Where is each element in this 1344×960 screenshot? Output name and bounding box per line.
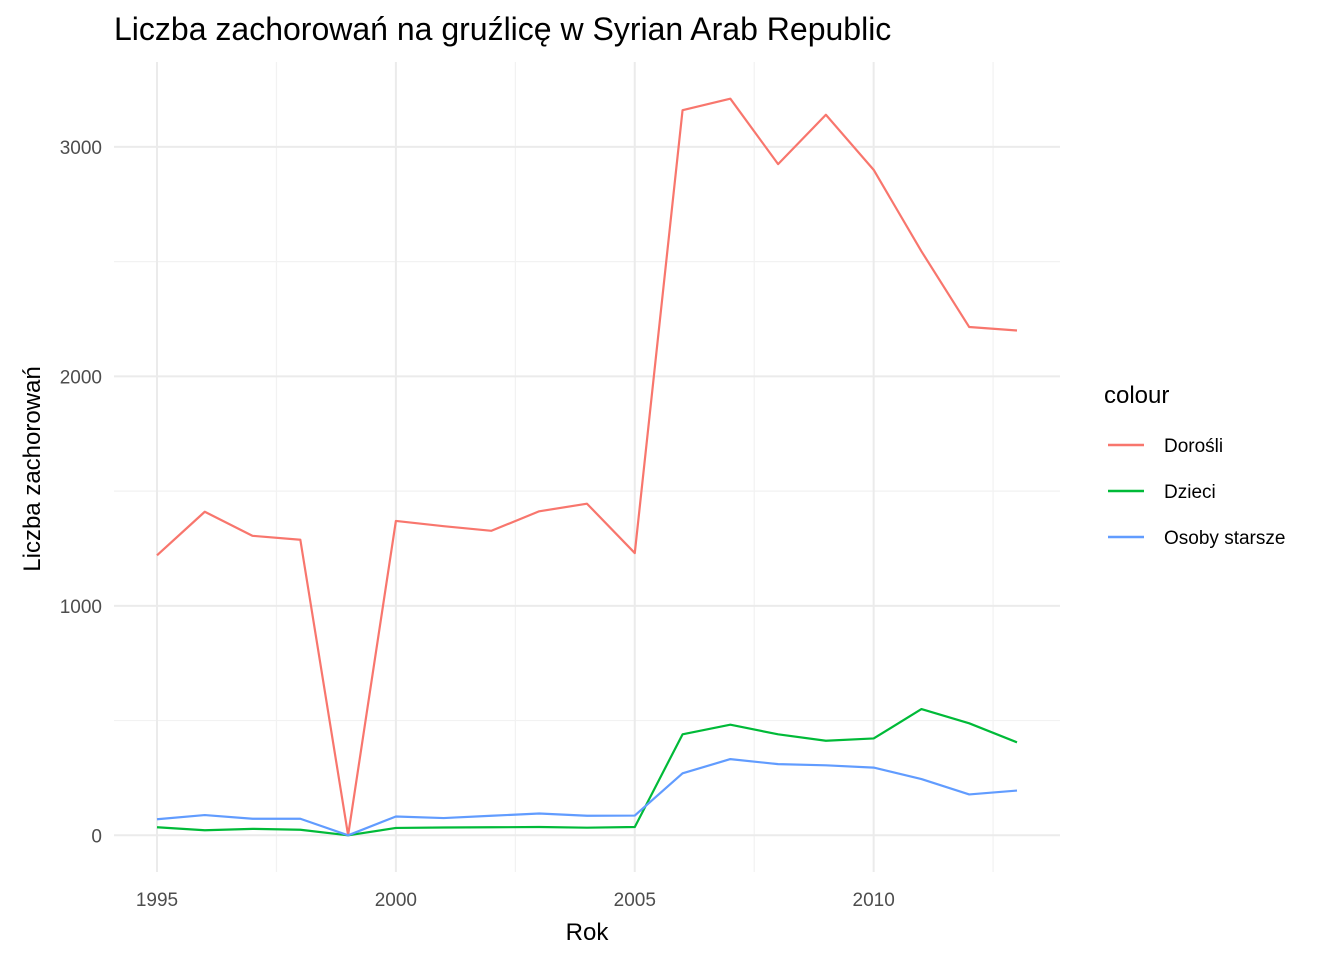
legend-title: colour	[1104, 382, 1169, 409]
legend-item: Dzieci	[1108, 482, 1216, 503]
y-tick-label: 1000	[60, 597, 102, 618]
legend-item: Dorośli	[1108, 436, 1223, 457]
series-line-Dzieci	[156, 707, 1018, 837]
x-tick-label: 2000	[375, 890, 417, 911]
y-tick-label: 0	[91, 826, 102, 847]
legend-items: Dorośli Dzieci Osoby starsze	[1108, 436, 1285, 549]
series-lines	[156, 97, 1018, 837]
y-axis-title: Liczba zachorowań	[19, 366, 46, 571]
legend-item: Osoby starsze	[1108, 528, 1285, 549]
x-tick-label: 2010	[853, 890, 895, 911]
series-line-Osoby starsze	[156, 757, 1018, 837]
x-tick-label: 1995	[136, 890, 178, 911]
x-axis-title: Rok	[566, 919, 610, 946]
legend-label: Osoby starsze	[1164, 528, 1285, 549]
chart-title: Liczba zachorowań na gruźlicę w Syrian A…	[114, 11, 891, 47]
x-tick-label: 2005	[614, 890, 656, 911]
y-tick-label: 2000	[60, 367, 102, 388]
major-gridlines	[114, 62, 1060, 872]
minor-gridlines	[114, 62, 1060, 872]
y-axis-tick-labels: 0 1000 2000 3000	[60, 138, 102, 847]
series-line-Dorośli	[156, 97, 1018, 837]
x-axis-tick-labels: 1995 2000 2005 2010	[136, 890, 895, 911]
y-tick-label: 3000	[60, 138, 102, 159]
legend: colour Dorośli Dzieci Osoby starsze	[1104, 382, 1285, 549]
legend-label: Dorośli	[1164, 436, 1223, 457]
legend-label: Dzieci	[1164, 482, 1216, 503]
